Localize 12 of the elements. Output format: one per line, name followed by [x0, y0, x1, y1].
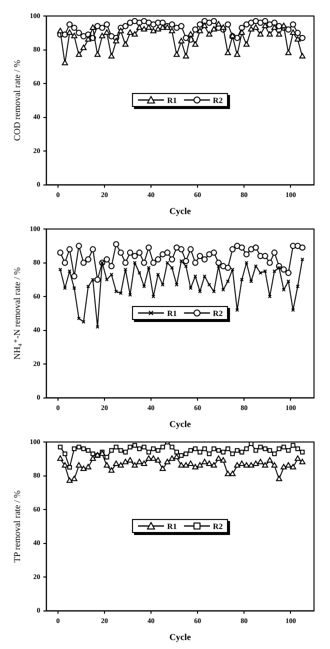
legend-label: R2 — [212, 308, 223, 318]
legend-label: R1 — [167, 308, 177, 318]
legend-label: R1 — [167, 522, 177, 531]
legend-label: R1 — [167, 96, 177, 105]
legend-label: R2 — [212, 522, 223, 531]
y-axis-title: TP removal rate / % — [12, 490, 22, 562]
legend-label: R2 — [212, 96, 223, 105]
x-axis-title: Cycle — [169, 206, 191, 216]
x-axis-title: Cycle — [169, 632, 191, 642]
y-axis-title: COD removal rate / % — [12, 59, 22, 141]
y-axis-title: NH₄⁺-N removal rate / % — [12, 266, 22, 360]
x-axis-title: Cycle — [169, 418, 191, 429]
